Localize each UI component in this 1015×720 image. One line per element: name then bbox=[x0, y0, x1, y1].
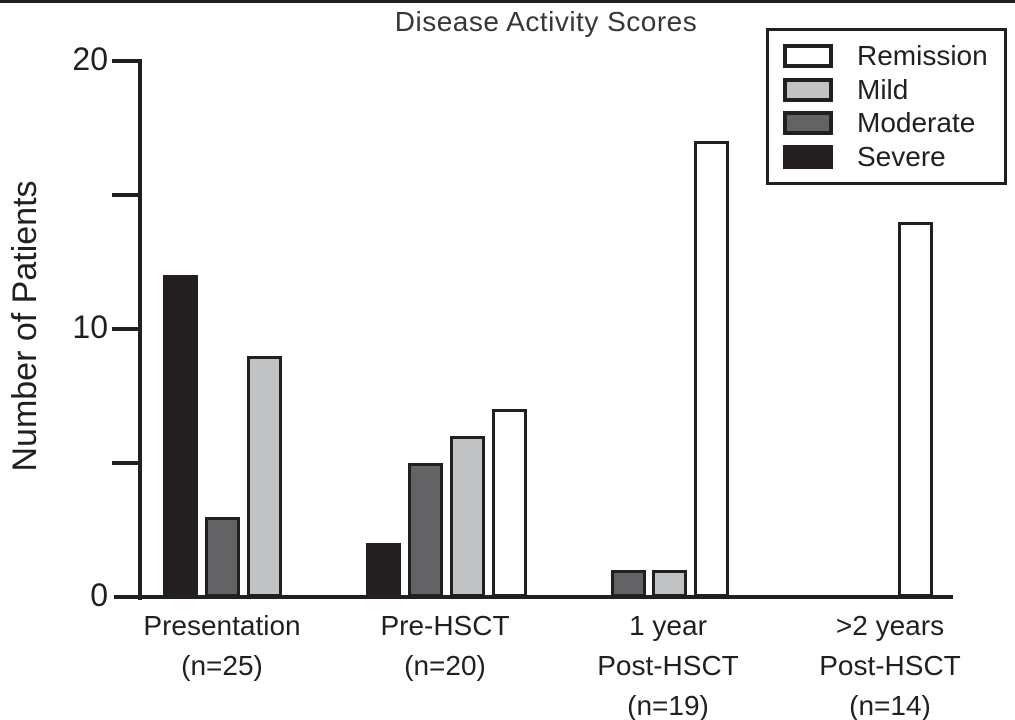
legend-swatch-mild bbox=[783, 77, 833, 102]
legend-items: Remission Mild Moderate Severe bbox=[783, 40, 1004, 172]
legend-label: Severe bbox=[857, 140, 946, 172]
bar-presentation-moderate bbox=[205, 517, 240, 597]
x-label-line: Pre-HSCT bbox=[380, 610, 510, 641]
legend-item-mild: Mild bbox=[783, 73, 1004, 105]
y-axis-line bbox=[138, 59, 142, 600]
y-tick-20 bbox=[112, 59, 138, 63]
x-label-line: (n=19) bbox=[627, 690, 709, 720]
bar-pre-hsct-moderate bbox=[408, 463, 443, 597]
y-tick-label-20: 20 bbox=[72, 41, 108, 77]
y-tick-10 bbox=[112, 327, 138, 331]
x-label-group-1: Presentation (n=25) bbox=[102, 606, 342, 686]
bar-1-year-mild bbox=[652, 570, 687, 597]
x-label-line: Post-HSCT bbox=[597, 650, 739, 681]
x-label-line: (n=14) bbox=[849, 690, 931, 720]
legend-swatch-severe bbox=[783, 144, 833, 169]
x-label-line: (n=25) bbox=[181, 650, 263, 681]
x-label-line: >2 years bbox=[835, 610, 945, 641]
legend-item-remission: Remission bbox=[783, 40, 1004, 71]
x-label-line: Post-HSCT bbox=[819, 650, 961, 681]
bar-presentation-mild bbox=[247, 356, 282, 597]
top-border-rule bbox=[0, 0, 1015, 3]
legend-label: Mild bbox=[857, 73, 909, 105]
y-tick-label-10: 10 bbox=[72, 309, 108, 345]
legend: Remission Mild Moderate Severe bbox=[766, 28, 1007, 185]
legend-label: Moderate bbox=[857, 107, 976, 139]
bar--2-years-remission bbox=[898, 222, 933, 597]
legend-item-moderate: Moderate bbox=[783, 107, 1004, 139]
bar-pre-hsct-remission bbox=[492, 409, 527, 597]
legend-swatch-remission bbox=[783, 44, 833, 68]
y-tick-5 bbox=[112, 461, 138, 465]
x-axis-line bbox=[114, 595, 953, 599]
x-label-group-2: Pre-HSCT (n=20) bbox=[325, 606, 565, 686]
legend-item-severe: Severe bbox=[783, 140, 1004, 172]
x-label-line: Presentation bbox=[143, 610, 301, 641]
bar-pre-hsct-mild bbox=[450, 436, 485, 597]
y-tick-15 bbox=[112, 193, 138, 197]
legend-swatch-moderate bbox=[783, 111, 833, 136]
bar-1-year-remission bbox=[694, 141, 729, 597]
y-tick-label-0: 0 bbox=[90, 577, 108, 613]
bar-pre-hsct-severe bbox=[366, 543, 401, 597]
legend-label: Remission bbox=[857, 40, 988, 71]
x-label-group-4: >2 years Post-HSCT (n=14) bbox=[770, 606, 1010, 720]
chart-title: Disease Activity Scores bbox=[394, 6, 698, 37]
bar-1-year-moderate bbox=[611, 570, 646, 597]
x-label-group-3: 1 year Post-HSCT (n=19) bbox=[548, 606, 788, 720]
bar-presentation-severe bbox=[163, 275, 198, 597]
x-label-line: (n=20) bbox=[404, 650, 486, 681]
x-label-line: 1 year bbox=[629, 610, 707, 641]
